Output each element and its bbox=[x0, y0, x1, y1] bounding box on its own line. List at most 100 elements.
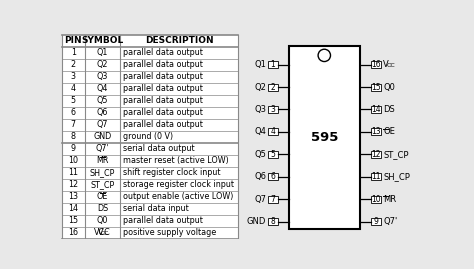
Text: parallel data output: parallel data output bbox=[123, 108, 203, 117]
Text: SH_CP: SH_CP bbox=[383, 172, 410, 181]
Text: 5: 5 bbox=[270, 150, 275, 159]
Text: parallel data output: parallel data output bbox=[123, 48, 203, 57]
Text: 15: 15 bbox=[371, 83, 381, 91]
Text: 16: 16 bbox=[371, 60, 381, 69]
Text: 9: 9 bbox=[71, 144, 76, 153]
Text: CC: CC bbox=[101, 231, 109, 236]
Text: 10: 10 bbox=[68, 156, 78, 165]
Text: Q1: Q1 bbox=[254, 60, 266, 69]
Text: Q0: Q0 bbox=[97, 216, 109, 225]
Text: 12: 12 bbox=[68, 180, 78, 189]
Bar bbox=[268, 218, 278, 225]
Text: shift register clock input: shift register clock input bbox=[123, 168, 220, 177]
Text: DS: DS bbox=[383, 105, 395, 114]
Text: VCC: VCC bbox=[94, 228, 111, 237]
Text: Q0: Q0 bbox=[383, 83, 395, 91]
Text: 4: 4 bbox=[270, 128, 275, 136]
Bar bbox=[268, 173, 278, 180]
Text: Q7: Q7 bbox=[254, 195, 266, 204]
Text: Q7': Q7' bbox=[96, 144, 109, 153]
Text: DS: DS bbox=[97, 204, 108, 213]
Text: Q2: Q2 bbox=[254, 83, 266, 91]
Text: Q1: Q1 bbox=[97, 48, 109, 57]
Text: 13: 13 bbox=[371, 128, 381, 136]
Text: DESCRIPTION: DESCRIPTION bbox=[145, 36, 214, 45]
Text: serial data output: serial data output bbox=[123, 144, 194, 153]
Text: Q7': Q7' bbox=[383, 217, 398, 226]
Text: ST_CP: ST_CP bbox=[383, 150, 409, 159]
Text: master reset (active LOW): master reset (active LOW) bbox=[123, 156, 228, 165]
Text: 12: 12 bbox=[371, 150, 381, 159]
Bar bbox=[371, 106, 381, 113]
Text: 16: 16 bbox=[68, 228, 78, 237]
Text: 2: 2 bbox=[270, 83, 275, 91]
Text: CC: CC bbox=[387, 63, 396, 68]
Bar bbox=[86, 229, 120, 237]
Bar bbox=[268, 196, 278, 203]
Text: 8: 8 bbox=[270, 217, 275, 226]
Text: positive supply voltage: positive supply voltage bbox=[123, 228, 216, 237]
Bar bbox=[62, 35, 238, 239]
Text: 6: 6 bbox=[71, 108, 76, 117]
Text: Q3: Q3 bbox=[97, 72, 109, 81]
Text: MR: MR bbox=[97, 156, 109, 165]
Text: storage register clock input: storage register clock input bbox=[123, 180, 234, 189]
Text: V: V bbox=[98, 228, 104, 237]
Text: 595: 595 bbox=[310, 131, 338, 144]
Text: 2: 2 bbox=[71, 60, 76, 69]
Text: parallel data output: parallel data output bbox=[123, 216, 203, 225]
Text: 3: 3 bbox=[270, 105, 275, 114]
Text: 11: 11 bbox=[371, 172, 381, 181]
Bar bbox=[371, 218, 381, 225]
Text: 10: 10 bbox=[371, 195, 381, 204]
Text: 3: 3 bbox=[71, 72, 76, 81]
Circle shape bbox=[318, 49, 330, 62]
Text: 4: 4 bbox=[71, 84, 76, 93]
Bar bbox=[371, 129, 381, 135]
Text: GND: GND bbox=[247, 217, 266, 226]
Text: V: V bbox=[383, 60, 389, 69]
Text: Q4: Q4 bbox=[254, 128, 266, 136]
Text: parallel data output: parallel data output bbox=[123, 96, 203, 105]
Text: parallel data output: parallel data output bbox=[123, 60, 203, 69]
Text: serial data input: serial data input bbox=[123, 204, 189, 213]
Bar bbox=[371, 61, 381, 68]
Bar bbox=[268, 61, 278, 68]
Bar bbox=[268, 151, 278, 158]
Text: 5: 5 bbox=[71, 96, 76, 105]
Text: ST_CP: ST_CP bbox=[91, 180, 115, 189]
Text: 8: 8 bbox=[71, 132, 76, 141]
Text: output enable (active LOW): output enable (active LOW) bbox=[123, 192, 233, 201]
Text: SH_CP: SH_CP bbox=[90, 168, 115, 177]
Text: 14: 14 bbox=[68, 204, 78, 213]
Text: SYMBOL: SYMBOL bbox=[82, 36, 124, 45]
Text: parallel data output: parallel data output bbox=[123, 84, 203, 93]
Bar bbox=[371, 84, 381, 91]
Text: PIN: PIN bbox=[64, 36, 82, 45]
Bar bbox=[289, 46, 360, 229]
Text: Q2: Q2 bbox=[97, 60, 109, 69]
Text: 6: 6 bbox=[270, 172, 275, 181]
Bar bbox=[371, 173, 381, 180]
Text: 11: 11 bbox=[68, 168, 78, 177]
Text: 9: 9 bbox=[374, 217, 378, 226]
Text: 1: 1 bbox=[270, 60, 275, 69]
Text: Q4: Q4 bbox=[97, 84, 109, 93]
Text: OE: OE bbox=[97, 192, 109, 201]
Text: MR: MR bbox=[383, 195, 396, 204]
Text: 7: 7 bbox=[270, 195, 275, 204]
Bar bbox=[268, 129, 278, 135]
Text: ground (0 V): ground (0 V) bbox=[123, 132, 173, 141]
Text: Q7: Q7 bbox=[97, 120, 109, 129]
Text: parallel data output: parallel data output bbox=[123, 120, 203, 129]
Text: Q6: Q6 bbox=[97, 108, 109, 117]
Bar bbox=[371, 151, 381, 158]
Text: 13: 13 bbox=[68, 192, 78, 201]
Text: OE: OE bbox=[383, 128, 395, 136]
Bar bbox=[371, 196, 381, 203]
Text: 1: 1 bbox=[71, 48, 76, 57]
Text: Q5: Q5 bbox=[97, 96, 109, 105]
Text: GND: GND bbox=[93, 132, 112, 141]
Text: parallel data output: parallel data output bbox=[123, 72, 203, 81]
Text: 7: 7 bbox=[71, 120, 76, 129]
